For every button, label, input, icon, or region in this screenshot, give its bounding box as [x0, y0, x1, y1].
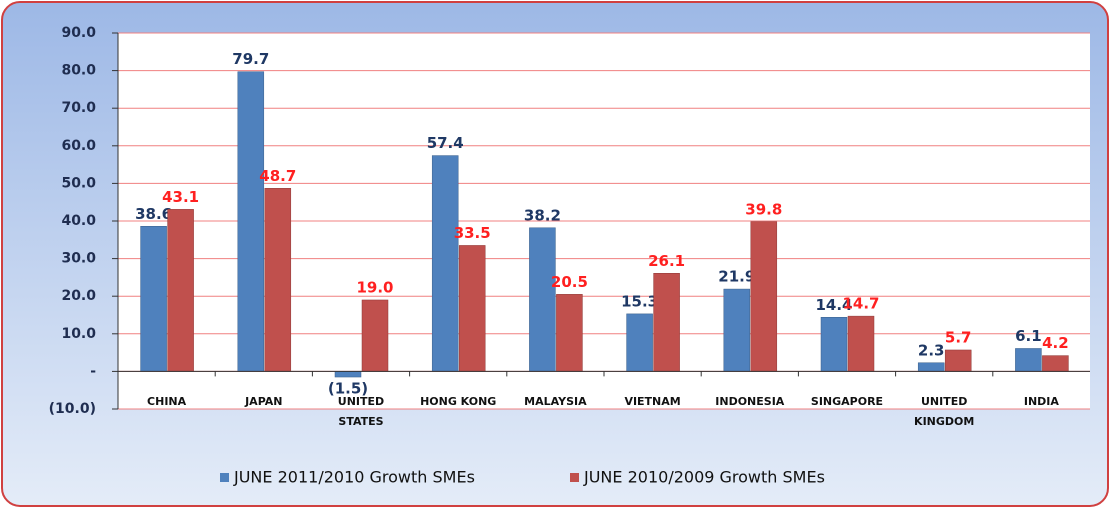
y-tick-label: 60.0: [61, 138, 96, 154]
bar: [653, 273, 680, 372]
legend-label: JUNE 2010/2009 Growth SMEs: [583, 468, 825, 487]
data-label: 43.1: [162, 188, 199, 206]
bar: [820, 317, 848, 372]
bar: [626, 313, 653, 372]
data-label: 26.1: [648, 252, 685, 270]
y-tick-label: 50.0: [61, 175, 96, 191]
bar: [917, 362, 945, 372]
bar: [750, 221, 778, 372]
x-tick-label: UNITED KINGDOM: [914, 395, 974, 428]
data-label: 33.5: [454, 224, 491, 242]
data-label: (1.5): [328, 380, 368, 398]
x-tick-label: UNITED STATES: [338, 395, 384, 428]
data-label: 21.9: [718, 268, 755, 286]
bar: [847, 315, 875, 372]
data-label: 79.7: [232, 50, 269, 68]
bar: [167, 209, 194, 372]
bar: [140, 226, 167, 372]
bar: [431, 155, 459, 372]
y-tick-label: 80.0: [61, 63, 96, 79]
data-label: 5.7: [945, 328, 972, 346]
x-tick-label: SINGAPORE: [811, 395, 883, 408]
legend-swatch: [570, 473, 579, 482]
x-tick-label: CHINA: [147, 395, 187, 408]
bar: [723, 288, 751, 372]
x-tick-label: INDONESIA: [715, 395, 785, 408]
data-label: 6.1: [1015, 327, 1042, 345]
y-tick-label: 70.0: [61, 100, 96, 116]
data-label: 4.2: [1042, 334, 1069, 352]
bar: [944, 349, 972, 372]
y-tick-label: (10.0): [49, 401, 96, 417]
legend-swatch: [220, 473, 229, 482]
x-tick-label: MALAYSIA: [524, 395, 587, 408]
data-label: 39.8: [745, 200, 782, 218]
data-label: 14.7: [842, 295, 879, 313]
data-label: 57.4: [427, 134, 464, 152]
bar: [458, 245, 486, 372]
bar: [556, 294, 583, 372]
y-tick-label: -: [90, 363, 96, 379]
x-tick-label: VIETNAM: [624, 395, 680, 408]
x-tick-label: JAPAN: [244, 395, 282, 408]
y-tick-label: 90.0: [61, 25, 96, 41]
data-label: 48.7: [259, 167, 296, 185]
y-tick-label: 30.0: [61, 251, 96, 267]
bar: [264, 188, 292, 372]
data-label: 15.3: [621, 292, 658, 310]
bar: [361, 299, 389, 372]
data-label: 2.3: [918, 341, 945, 359]
bar: [334, 371, 362, 378]
legend-label: JUNE 2011/2010 Growth SMEs: [233, 468, 475, 487]
data-label: 38.6: [135, 205, 172, 223]
data-label: 14.4: [815, 296, 852, 314]
bar: [1015, 348, 1042, 372]
y-tick-label: 40.0: [61, 213, 96, 229]
bar: [1042, 355, 1069, 372]
data-label: 19.0: [356, 278, 393, 296]
bar: [237, 71, 265, 372]
x-tick-label: INDIA: [1024, 395, 1060, 408]
data-label: 38.2: [524, 206, 561, 224]
y-tick-label: 20.0: [61, 288, 96, 304]
y-tick-label: 10.0: [61, 326, 96, 342]
data-label: 20.5: [551, 273, 588, 291]
bar: [529, 227, 556, 372]
x-tick-label: HONG KONG: [420, 395, 496, 408]
